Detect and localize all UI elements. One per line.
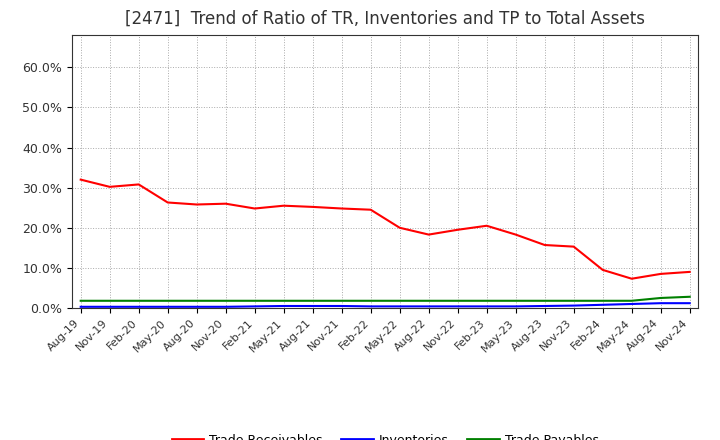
Trade Payables xyxy=(251,298,259,304)
Trade Payables xyxy=(338,298,346,304)
Legend: Trade Receivables, Inventories, Trade Payables: Trade Receivables, Inventories, Trade Pa… xyxy=(166,429,604,440)
Trade Payables xyxy=(482,298,491,304)
Trade Payables xyxy=(657,295,665,301)
Inventories xyxy=(657,301,665,306)
Trade Receivables xyxy=(308,204,317,209)
Inventories xyxy=(308,303,317,308)
Trade Payables xyxy=(163,298,172,304)
Trade Payables xyxy=(541,298,549,304)
Trade Receivables xyxy=(105,184,114,190)
Inventories xyxy=(627,301,636,307)
Trade Payables xyxy=(454,298,462,304)
Inventories xyxy=(541,303,549,308)
Trade Receivables xyxy=(454,227,462,232)
Trade Payables xyxy=(221,298,230,304)
Trade Payables xyxy=(395,298,404,304)
Title: [2471]  Trend of Ratio of TR, Inventories and TP to Total Assets: [2471] Trend of Ratio of TR, Inventories… xyxy=(125,10,645,28)
Inventories xyxy=(338,303,346,308)
Trade Payables xyxy=(105,298,114,304)
Trade Receivables xyxy=(511,232,520,237)
Trade Receivables xyxy=(366,207,375,213)
Trade Receivables xyxy=(598,267,607,272)
Inventories xyxy=(454,304,462,309)
Inventories xyxy=(163,304,172,309)
Trade Receivables xyxy=(221,201,230,206)
Inventories xyxy=(279,303,288,308)
Trade Receivables xyxy=(395,225,404,231)
Inventories xyxy=(105,304,114,309)
Inventories xyxy=(366,304,375,309)
Inventories xyxy=(192,304,201,309)
Inventories xyxy=(511,304,520,309)
Inventories xyxy=(482,304,491,309)
Trade Payables xyxy=(570,298,578,304)
Trade Payables xyxy=(598,298,607,304)
Trade Payables xyxy=(308,298,317,304)
Trade Payables xyxy=(279,298,288,304)
Line: Trade Receivables: Trade Receivables xyxy=(81,180,690,279)
Trade Receivables xyxy=(338,206,346,211)
Inventories xyxy=(251,304,259,309)
Line: Inventories: Inventories xyxy=(81,303,690,307)
Inventories xyxy=(76,304,85,309)
Trade Receivables xyxy=(163,200,172,205)
Trade Receivables xyxy=(279,203,288,209)
Trade Receivables xyxy=(135,182,143,187)
Trade Payables xyxy=(76,298,85,304)
Inventories xyxy=(570,303,578,308)
Line: Trade Payables: Trade Payables xyxy=(81,297,690,301)
Trade Payables xyxy=(511,298,520,304)
Inventories xyxy=(685,301,694,306)
Trade Payables xyxy=(192,298,201,304)
Trade Payables xyxy=(685,294,694,299)
Trade Receivables xyxy=(657,271,665,276)
Trade Receivables xyxy=(570,244,578,249)
Inventories xyxy=(221,304,230,309)
Trade Receivables xyxy=(482,223,491,228)
Inventories xyxy=(424,304,433,309)
Trade Payables xyxy=(366,298,375,304)
Trade Payables xyxy=(135,298,143,304)
Inventories xyxy=(135,304,143,309)
Trade Receivables xyxy=(192,202,201,207)
Trade Receivables xyxy=(424,232,433,237)
Trade Receivables xyxy=(76,177,85,182)
Trade Receivables xyxy=(541,242,549,248)
Trade Payables xyxy=(424,298,433,304)
Inventories xyxy=(598,302,607,308)
Trade Payables xyxy=(627,298,636,304)
Trade Receivables xyxy=(685,269,694,275)
Inventories xyxy=(395,304,404,309)
Trade Receivables xyxy=(627,276,636,281)
Trade Receivables xyxy=(251,206,259,211)
